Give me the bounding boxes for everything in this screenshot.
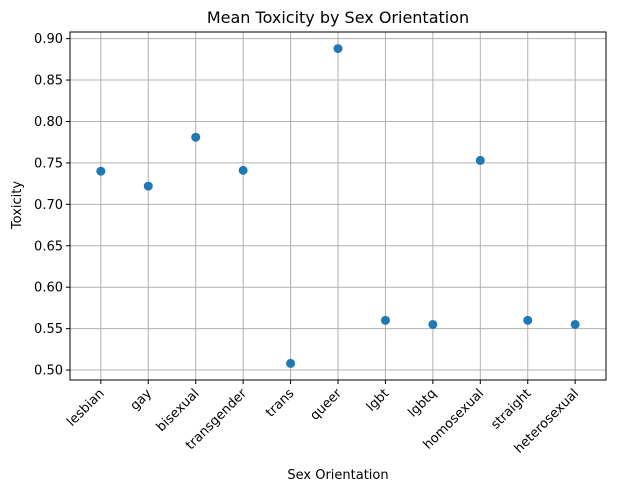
data-point-lesbian: [96, 166, 106, 176]
x-axis-title: Sex Orientation: [287, 468, 388, 483]
y-tick-label: 0.80: [34, 115, 63, 130]
y-tick-label: 0.70: [34, 198, 63, 213]
data-point-lgbtq: [428, 319, 438, 329]
data-point-straight: [523, 315, 533, 325]
data-point-bisexual: [191, 132, 201, 142]
y-tick-label: 0.90: [34, 32, 63, 47]
data-points: [96, 44, 580, 368]
y-tick-label: 0.85: [34, 74, 63, 89]
y-tick-label: 0.75: [34, 156, 63, 171]
chart-title: Mean Toxicity by Sex Orientation: [207, 8, 469, 27]
y-tick-label: 0.65: [34, 239, 63, 254]
data-point-trans: [286, 358, 296, 368]
data-point-queer: [333, 44, 343, 54]
data-point-transgender: [238, 165, 248, 175]
data-point-heterosexual: [570, 319, 580, 329]
data-point-lgbt: [380, 315, 390, 325]
data-point-homosexual: [475, 155, 485, 165]
data-point-gay: [143, 181, 153, 191]
y-tick-label: 0.55: [34, 322, 63, 337]
y-tick-label: 0.60: [34, 281, 63, 296]
y-tick-label: 0.50: [34, 364, 63, 379]
y-axis-title: Toxicity: [10, 181, 25, 230]
